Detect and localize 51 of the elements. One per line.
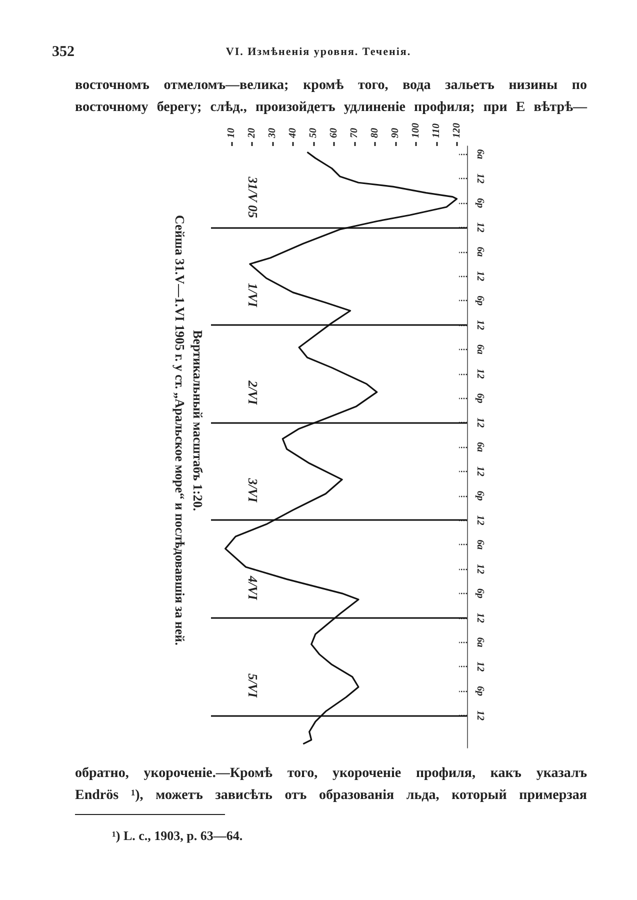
- y-tick-label: 6p: [474, 296, 486, 306]
- y-tick-label: 6a: [474, 246, 486, 257]
- text: Вертикальный масштабъ 1:20.: [190, 330, 206, 511]
- y-tick-label: 12: [474, 466, 486, 476]
- x-tick-label: 40: [287, 128, 298, 139]
- y-tick-label: 12: [474, 612, 486, 623]
- annotation: 5/VI: [246, 674, 260, 698]
- x-tick-label: 110: [430, 124, 442, 138]
- text: Endrös ¹), можетъ зависѣть отъ образованія льда, который примерзая: [75, 788, 587, 804]
- y-tick-label: 6a: [474, 149, 486, 160]
- y-tick-label: 6a: [474, 344, 486, 354]
- x-tick-label: 100: [410, 123, 422, 138]
- y-tick-label: 12: [474, 320, 486, 330]
- y-tick-label: 12: [474, 564, 486, 574]
- annotation: 3/VI: [246, 477, 260, 504]
- x-tick-label: 10: [226, 128, 237, 138]
- x-tick-label: 70: [348, 128, 360, 138]
- text: 352: [52, 44, 74, 61]
- x-tick-label: 30: [266, 128, 278, 139]
- annotation: 4/VI: [246, 574, 260, 601]
- text: обратно, укороченіе.—Кромѣ того, укороченіе профиля, какъ указалъ: [75, 766, 587, 782]
- x-tick-label: 120: [451, 123, 462, 138]
- y-tick-label: 6a: [474, 637, 486, 648]
- y-tick-label: 12: [474, 418, 486, 428]
- text: Сейша 31.V—1.VI 1905 г. у ст. „Аральское море“ и послѣдовавшія за ней.: [172, 215, 188, 646]
- y-tick-label: 12: [474, 368, 486, 379]
- y-tick-label: 12: [474, 515, 486, 526]
- y-tick-label: 6p: [474, 393, 486, 404]
- y-tick-label: 6p: [474, 686, 486, 696]
- annotation: 31/V 05: [246, 176, 260, 218]
- y-tick-label: 6p: [474, 198, 486, 208]
- y-tick-label: 12: [474, 222, 486, 232]
- x-tick-label: 80: [369, 128, 380, 138]
- y-tick-label: 12: [474, 662, 486, 672]
- annotation: 2/VI: [246, 380, 260, 406]
- y-tick-label: 6a: [474, 540, 486, 550]
- y-tick-label: 12: [474, 710, 486, 720]
- y-tick-label: 6p: [474, 588, 486, 598]
- x-tick-label: 50: [308, 128, 319, 138]
- x-tick-label: 90: [390, 128, 401, 138]
- y-tick-label: 6a: [474, 442, 486, 452]
- y-tick-label: 12: [474, 271, 486, 282]
- y-tick-label: 6p: [474, 490, 486, 501]
- text: восточному берегу; слѣд., произойдетъ удлиненіе профиля; при E вѣтрѣ—: [75, 100, 587, 116]
- x-tick-label: 20: [246, 128, 258, 139]
- x-tick-label: 60: [328, 128, 340, 138]
- y-tick-label: 12: [474, 174, 486, 184]
- text: ¹) L. c., 1903, p. 63—64.: [112, 828, 243, 844]
- text: VI. Измѣненія уровня. Теченія.: [226, 46, 412, 58]
- annotation: 1/VI: [246, 283, 260, 308]
- text: восточномъ отмеломъ—велика; кромѣ того, вода зальетъ низины по: [75, 78, 587, 94]
